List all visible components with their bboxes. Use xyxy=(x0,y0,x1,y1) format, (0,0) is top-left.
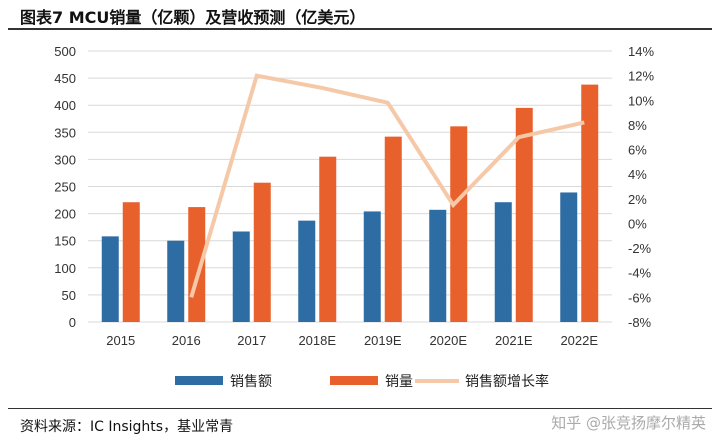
x-tick-label: 2022E xyxy=(560,333,598,348)
y2-tick-label: 6% xyxy=(628,143,647,158)
x-tick-label: 2020E xyxy=(429,333,467,348)
legend-label: 销量 xyxy=(385,374,413,390)
watermark: 知乎 @张竞扬摩尔精英 xyxy=(551,414,706,432)
y-tick-label: 0 xyxy=(69,315,76,330)
y-tick-label: 350 xyxy=(54,125,76,140)
y2-tick-label: 2% xyxy=(628,192,647,207)
legend-swatch xyxy=(175,376,223,385)
bar-sales xyxy=(298,220,316,322)
y2-tick-label: 12% xyxy=(628,69,654,84)
bar-volume xyxy=(122,202,140,322)
bar-volume xyxy=(319,156,337,322)
x-tick-label: 2019E xyxy=(364,333,402,348)
legend-label: 销售额增长率 xyxy=(465,373,549,390)
y-tick-label: 200 xyxy=(54,207,76,222)
y2-tick-label: -2% xyxy=(628,241,652,256)
y2-tick-label: 8% xyxy=(628,118,647,133)
y2-tick-label: 14% xyxy=(628,44,654,59)
bar-sales xyxy=(494,202,512,322)
y2-tick-label: 0% xyxy=(628,216,647,231)
bar-sales xyxy=(363,211,381,322)
bar-volume xyxy=(581,84,599,322)
y2-tick-label: 10% xyxy=(628,93,654,108)
y-tick-label: 400 xyxy=(54,98,76,113)
x-tick-label: 2017 xyxy=(237,333,266,348)
bar-volume xyxy=(515,107,533,322)
legend-swatch xyxy=(330,376,378,385)
chart-title: 图表7 MCU销量（亿颗）及营收预测（亿美元） xyxy=(20,8,366,27)
source-note: 资料来源：IC Insights，基业常青 xyxy=(20,419,234,435)
y-tick-label: 150 xyxy=(54,234,76,249)
x-tick-label: 2015 xyxy=(106,333,135,348)
bar-volume xyxy=(253,182,271,322)
legend-label: 销售额 xyxy=(230,374,272,390)
y2-tick-label: -6% xyxy=(628,290,652,305)
y-tick-label: 450 xyxy=(54,71,76,86)
bar-sales xyxy=(101,236,119,322)
title-rule xyxy=(8,28,712,30)
y2-tick-label: -4% xyxy=(628,266,652,281)
x-tick-label: 2018E xyxy=(298,333,336,348)
bar-sales xyxy=(560,192,578,322)
y-tick-label: 300 xyxy=(54,152,76,167)
y2-tick-label: -8% xyxy=(628,315,652,330)
y-tick-label: 500 xyxy=(54,44,76,59)
footer-rule xyxy=(8,408,712,409)
x-tick-label: 2021E xyxy=(495,333,533,348)
bar-volume xyxy=(450,126,468,322)
bar-volume xyxy=(384,136,402,322)
y-tick-label: 50 xyxy=(62,288,76,303)
bar-sales xyxy=(232,231,250,322)
x-tick-label: 2016 xyxy=(172,333,201,348)
bar-sales xyxy=(167,240,185,322)
bar-sales xyxy=(429,209,447,322)
y-tick-label: 250 xyxy=(54,180,76,195)
y2-tick-label: 4% xyxy=(628,167,647,182)
y-tick-label: 100 xyxy=(54,261,76,276)
